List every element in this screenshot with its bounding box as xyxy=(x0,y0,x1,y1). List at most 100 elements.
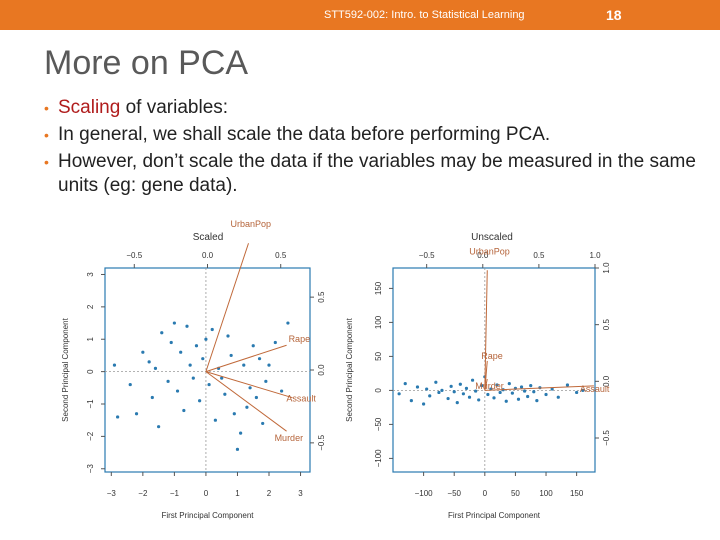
state-point xyxy=(267,363,271,367)
plot-frame xyxy=(392,267,596,473)
loading-arrow-urbanpop xyxy=(205,243,249,372)
x-tick-label: 2 xyxy=(267,489,272,498)
state-point xyxy=(550,387,554,391)
state-point xyxy=(409,399,413,403)
state-point xyxy=(204,337,208,341)
state-point xyxy=(544,392,548,397)
state-point xyxy=(449,384,453,388)
state-point xyxy=(226,334,230,338)
state-point xyxy=(286,321,290,325)
right-tick-label: 0.5 xyxy=(317,291,326,303)
state-point xyxy=(150,395,154,400)
bullet-general: In general, we shall scale the data befo… xyxy=(44,123,704,147)
state-point xyxy=(245,405,249,409)
x-tick-label: 50 xyxy=(511,489,520,498)
state-point xyxy=(437,390,441,395)
state-point xyxy=(273,340,277,345)
state-point xyxy=(492,396,496,400)
y-tick-label: −1 xyxy=(86,399,95,409)
state-point xyxy=(529,384,533,388)
state-point xyxy=(415,385,420,389)
right-tick-label: 0.0 xyxy=(602,375,611,387)
right-tick-label: −0.5 xyxy=(317,434,326,450)
state-point xyxy=(455,401,459,405)
state-point xyxy=(213,418,217,422)
top-tick-label: 0.5 xyxy=(275,251,287,260)
x-tick-label: 0 xyxy=(204,489,209,498)
loading-arrow-murder xyxy=(484,378,488,391)
state-point xyxy=(191,376,195,380)
state-point xyxy=(257,357,262,361)
top-tick-label: −0.5 xyxy=(126,251,142,260)
loading-label-murder: Murder xyxy=(275,433,304,443)
x-tick-label: −3 xyxy=(107,489,117,498)
plot-title: Unscaled xyxy=(471,232,513,243)
state-point xyxy=(523,389,527,393)
course-title: STT592-002: Intro. to Statistical Learni… xyxy=(324,9,525,21)
state-point xyxy=(519,385,524,389)
state-point xyxy=(194,344,199,348)
state-point xyxy=(507,382,511,386)
state-point xyxy=(516,397,521,401)
x-tick-label: 0 xyxy=(483,489,488,498)
state-point xyxy=(188,363,192,367)
bullet-however: However, don’t scale the data if the var… xyxy=(44,150,704,198)
state-point xyxy=(153,366,158,370)
x-axis-label: First Principal Component xyxy=(448,511,541,520)
state-point xyxy=(169,340,173,345)
loading-label-assault: Assault xyxy=(580,384,610,394)
top-tick-label: 0.5 xyxy=(533,251,545,260)
right-tick-label: 0.5 xyxy=(602,319,611,331)
state-point xyxy=(581,388,585,392)
state-point xyxy=(467,395,472,399)
state-point xyxy=(254,395,258,400)
state-point xyxy=(535,399,539,403)
x-tick-label: −1 xyxy=(170,489,180,498)
slide-title: More on PCA xyxy=(44,44,249,82)
bullet-scaling: Scaling of variables: xyxy=(44,96,704,120)
y-tick-label: 3 xyxy=(86,272,95,277)
x-axis-label: First Principal Component xyxy=(161,511,254,520)
state-point xyxy=(160,331,164,335)
x-tick-label: 100 xyxy=(539,489,553,498)
x-tick-label: −100 xyxy=(415,489,434,498)
state-point xyxy=(223,392,227,396)
y-tick-label: −2 xyxy=(86,431,95,441)
state-point xyxy=(172,321,176,325)
state-point xyxy=(182,408,186,413)
page-number: 18 xyxy=(606,7,622,23)
state-point xyxy=(248,386,252,390)
y-tick-label: −100 xyxy=(374,449,383,468)
state-point xyxy=(464,386,469,390)
x-tick-label: 150 xyxy=(570,489,584,498)
loading-arrow-urbanpop xyxy=(484,270,488,391)
header-bar: STT592-002: Intro. to Statistical Learni… xyxy=(0,0,720,30)
state-point xyxy=(425,387,429,391)
y-tick-label: −3 xyxy=(86,464,95,474)
x-tick-label: −2 xyxy=(138,489,148,498)
state-point xyxy=(128,382,132,387)
bullet-list: Scaling of variables: In general, we sha… xyxy=(44,96,704,201)
top-tick-label: 1.0 xyxy=(589,251,601,260)
y-tick-label: 0 xyxy=(374,388,383,393)
loading-label-murder: Murder xyxy=(475,381,504,391)
x-tick-label: 3 xyxy=(298,489,303,498)
state-point xyxy=(440,388,444,392)
state-point xyxy=(532,390,536,394)
biplot-scaled: Scaled −3 −2 −1 0 1 2 3 −3 −2 −1 0 1 2 3 −0.5 0.0 0.5 −0.5… xyxy=(61,219,326,520)
state-point xyxy=(470,378,475,382)
state-point xyxy=(480,384,484,388)
y-tick-label: 150 xyxy=(374,281,383,295)
state-point xyxy=(147,360,151,364)
state-point xyxy=(434,380,438,384)
x-tick-label: 1 xyxy=(235,489,240,498)
state-point xyxy=(175,389,180,393)
state-point xyxy=(526,394,530,399)
state-point xyxy=(116,415,120,419)
loading-arrow-assault xyxy=(484,385,594,391)
y-tick-label: 2 xyxy=(86,304,95,309)
state-point xyxy=(397,392,401,396)
y-tick-label: 100 xyxy=(374,315,383,329)
state-point xyxy=(157,425,161,429)
x-tick-label: −50 xyxy=(447,489,461,498)
